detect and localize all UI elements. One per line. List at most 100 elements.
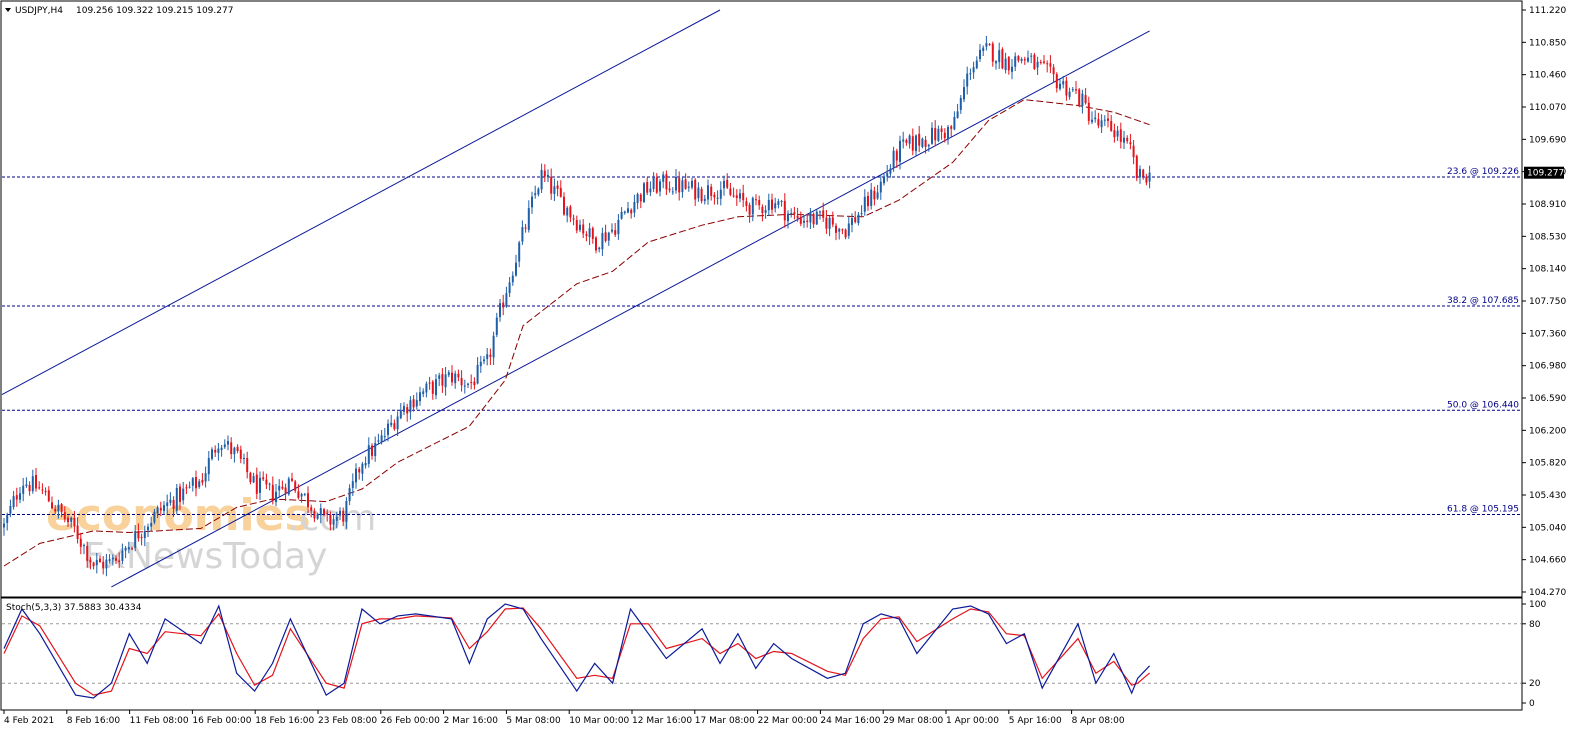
- candle-body-70: [227, 441, 229, 445]
- candle-body-209: [671, 191, 674, 193]
- candle-body-135: [435, 379, 437, 396]
- candle-body-2: [9, 506, 12, 514]
- candle-body-51: [166, 502, 169, 506]
- candle-body-232: [745, 201, 748, 206]
- candle-body-349: [1119, 129, 1122, 142]
- candle-body-118: [380, 435, 383, 442]
- candle-body-125: [403, 405, 405, 412]
- candle-body-85: [275, 491, 277, 503]
- candle-body-163: [524, 227, 527, 229]
- candle-body-148: [476, 364, 479, 384]
- candle-body-191: [614, 230, 617, 235]
- price-tick-label-18: 104.270: [1529, 588, 1566, 598]
- candle-body-107: [345, 501, 348, 522]
- candle-body-255: [819, 211, 821, 213]
- price-tick-label-2: 110.460: [1529, 71, 1566, 81]
- candle-body-1: [6, 514, 9, 523]
- candle-body-114: [367, 445, 370, 464]
- stoch-main-line: [3, 603, 1151, 699]
- candle-body-26: [86, 546, 89, 561]
- candle-body-334: [1071, 89, 1074, 91]
- candle-body-231: [742, 192, 745, 201]
- price-tick-label-3: 110.070: [1529, 103, 1566, 113]
- candle-body-221: [710, 186, 713, 196]
- candle-body-168: [540, 169, 543, 190]
- price-tick-label-16: 105.040: [1529, 523, 1566, 533]
- candle-body-18: [60, 504, 63, 513]
- price-tick-label-13: 106.200: [1529, 426, 1566, 436]
- price-tick-label-10: 107.360: [1529, 329, 1566, 339]
- price-tick-label-15: 105.430: [1529, 491, 1566, 501]
- candle-body-266: [854, 217, 857, 223]
- candle-body-48: [156, 507, 159, 514]
- candle-body-316: [1014, 56, 1017, 67]
- candle-body-140: [451, 372, 453, 383]
- candle-body-258: [828, 217, 831, 229]
- candle-body-237: [761, 206, 764, 214]
- candle-body-219: [703, 198, 706, 202]
- time-tick-label-15: 1 Apr 00:00: [946, 716, 999, 726]
- candle-body-4: [15, 495, 18, 500]
- candle-body-331: [1062, 81, 1065, 85]
- candle-body-309: [991, 43, 994, 62]
- candle-body-54: [175, 488, 178, 511]
- candle-body-174: [559, 187, 562, 197]
- candle-body-302: [969, 73, 972, 75]
- candle-body-60: [195, 477, 197, 489]
- fib-label-0: 23.6 @ 109.226: [1447, 167, 1519, 177]
- candle-body-93: [300, 494, 303, 497]
- candle-body-346: [1110, 121, 1113, 131]
- candle-body-270: [867, 196, 869, 206]
- price-tick-label-9: 107.750: [1529, 297, 1566, 307]
- candle-body-250: [803, 220, 805, 223]
- candle-body-305: [979, 49, 981, 60]
- candle-body-72: [233, 447, 236, 455]
- candle-body-165: [531, 196, 533, 208]
- trend-channel: [1, 9, 1150, 588]
- price-tick-label-4: 109.690: [1529, 135, 1566, 145]
- candle-body-304: [975, 60, 978, 69]
- symbol-dropdown-icon[interactable]: [5, 8, 11, 12]
- stoch-tick-label-1: 80: [1529, 620, 1541, 630]
- price-tick-label-12: 106.590: [1529, 394, 1566, 404]
- candle-body-326: [1046, 63, 1049, 65]
- fib-label-3: 61.8 @ 105.195: [1447, 505, 1519, 515]
- price-tick-label-11: 106.980: [1529, 362, 1566, 372]
- candle-body-185: [595, 237, 597, 251]
- candle-body-75: [243, 458, 245, 459]
- candle-body-317: [1017, 56, 1020, 61]
- candle-body-182: [585, 234, 588, 236]
- candle-body-128: [412, 399, 415, 408]
- candle-body-339: [1087, 102, 1090, 121]
- candle-body-240: [771, 199, 773, 210]
- symbol-label: USDJPY,H4: [15, 6, 63, 16]
- candle-body-0: [3, 523, 5, 528]
- watermark-economies: economies: [46, 490, 311, 541]
- candle-body-67: [217, 448, 220, 453]
- candle-body-286: [918, 133, 921, 146]
- candle-body-50: [163, 505, 165, 511]
- candle-body-252: [809, 213, 812, 223]
- candle-body-22: [73, 517, 76, 527]
- candle-body-47: [153, 511, 156, 523]
- candle-body-53: [172, 500, 175, 509]
- candle-body-199: [639, 194, 642, 202]
- candle-body-206: [662, 174, 665, 182]
- candle-body-190: [611, 229, 613, 232]
- candle-body-298: [956, 111, 959, 118]
- candle-body-69: [223, 444, 226, 448]
- candle-body-124: [399, 410, 402, 419]
- candle-body-180: [579, 224, 581, 230]
- price-tick-label-6: 108.910: [1529, 200, 1566, 210]
- candle-body-284: [911, 136, 914, 151]
- candle-body-181: [582, 224, 585, 234]
- candle-body-79: [255, 474, 258, 494]
- candle-body-274: [879, 181, 882, 193]
- candle-body-55: [179, 486, 181, 502]
- candle-body-249: [799, 216, 802, 224]
- candle-body-105: [339, 510, 341, 516]
- price-tick-label-14: 105.820: [1529, 459, 1566, 469]
- candle-body-235: [755, 199, 757, 201]
- candle-body-25: [83, 545, 85, 547]
- candle-body-28: [92, 562, 95, 567]
